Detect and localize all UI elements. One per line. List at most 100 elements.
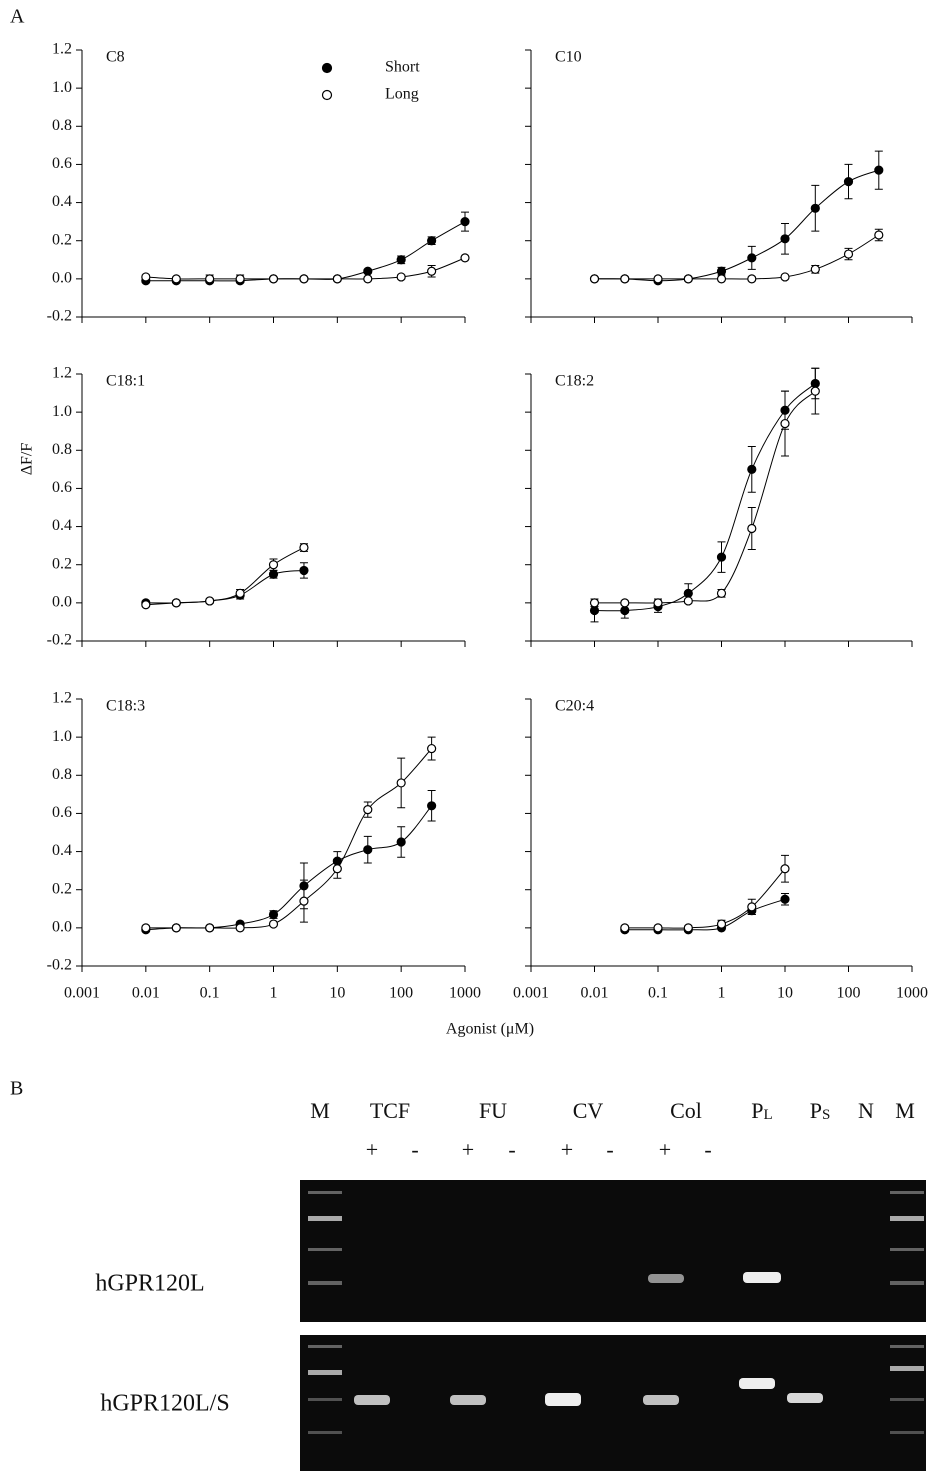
marker — [299, 565, 309, 576]
y-tick-label: -0.2 — [47, 632, 72, 649]
marker — [589, 605, 600, 616]
marker — [620, 605, 630, 616]
marker — [716, 919, 727, 929]
marker — [589, 274, 600, 284]
x-tick-label: 1000 — [449, 985, 481, 1002]
lane-label: FU — [479, 1098, 507, 1123]
marker — [653, 274, 663, 284]
y-tick-label: 1.2 — [52, 365, 72, 382]
marker — [427, 266, 437, 276]
x-tick-label: 0.001 — [513, 985, 549, 1002]
marker — [171, 274, 181, 284]
x-tick-label: 10 — [777, 985, 793, 1002]
y-tick-label: 1.2 — [52, 41, 72, 58]
marker — [683, 596, 693, 606]
panel-title: C18:3 — [106, 698, 145, 715]
marker — [332, 274, 342, 284]
y-tick-label: 0.8 — [52, 766, 72, 783]
curve — [145, 547, 305, 606]
marker — [235, 274, 245, 284]
marker — [683, 274, 693, 284]
y-tick-label: 0.4 — [52, 842, 72, 859]
lane-name: Col — [670, 1098, 702, 1123]
curve — [145, 221, 466, 282]
y-axis-label: ΔF/F — [19, 443, 36, 476]
x-tick-label: 0.1 — [200, 985, 220, 1002]
marker — [460, 253, 470, 263]
marker — [843, 176, 854, 187]
marker — [396, 272, 406, 282]
marker — [620, 274, 630, 284]
x-tick-label: 1 — [718, 985, 726, 1002]
y-tick-label: 0.2 — [52, 880, 72, 897]
marker — [396, 837, 406, 847]
marker — [620, 598, 630, 608]
marker — [427, 743, 437, 754]
marker — [810, 203, 820, 213]
marker — [716, 552, 727, 562]
lane-label: M — [895, 1098, 915, 1123]
marker — [396, 255, 406, 265]
panel-title: C18:1 — [106, 373, 145, 390]
y-tick-label: 0.6 — [52, 155, 72, 172]
y-tick-label: 0.6 — [52, 479, 72, 496]
marker — [363, 845, 373, 855]
lane-label: TCF — [370, 1098, 410, 1123]
curve — [594, 383, 816, 612]
lane-name: P — [751, 1098, 763, 1123]
marker — [620, 923, 630, 933]
marker — [205, 923, 215, 933]
marker — [363, 805, 373, 815]
legend-marker — [321, 62, 333, 74]
marker — [268, 909, 279, 920]
panel-title: C18:2 — [555, 373, 594, 390]
panel-title: C10 — [555, 49, 582, 66]
lane-name: P — [810, 1098, 822, 1123]
sign: + — [366, 1137, 378, 1162]
marker — [874, 230, 884, 240]
lane-name: N — [858, 1098, 874, 1123]
gel-bottom — [300, 1335, 926, 1471]
marker — [653, 923, 663, 933]
curve — [594, 390, 816, 604]
marker — [268, 919, 279, 929]
x-tick-label: 100 — [837, 985, 861, 1002]
y-tick-label: 1.0 — [52, 403, 72, 420]
marker — [747, 274, 757, 284]
sign: - — [411, 1137, 418, 1162]
marker — [747, 464, 757, 474]
marker — [363, 266, 373, 276]
marker — [716, 588, 727, 598]
y-tick-label: 0.0 — [52, 594, 72, 611]
x-tick-label: 0.1 — [648, 985, 668, 1002]
marker — [780, 418, 790, 429]
sign: + — [462, 1137, 474, 1162]
bands — [354, 1272, 823, 1406]
gel-image — [300, 1180, 926, 1471]
curve — [624, 898, 786, 931]
marker — [427, 801, 437, 811]
marker — [268, 274, 279, 284]
marker — [205, 596, 215, 606]
marker — [683, 923, 693, 933]
marker — [299, 274, 309, 284]
lane-label: Col — [670, 1098, 702, 1123]
curve — [145, 569, 305, 604]
marker — [780, 894, 790, 904]
marker — [589, 598, 600, 608]
curve — [594, 234, 880, 280]
marker — [810, 264, 820, 274]
y-tick-label: 0.0 — [52, 919, 72, 936]
marker — [235, 588, 245, 598]
lane-label: PL — [751, 1098, 772, 1123]
marker — [299, 542, 309, 553]
sign: - — [606, 1137, 613, 1162]
y-tick-label: 0.2 — [52, 555, 72, 572]
y-tick-label: 0.4 — [52, 517, 72, 534]
sign: + — [561, 1137, 573, 1162]
marker — [141, 272, 151, 282]
legend-label: Long — [385, 86, 419, 103]
lane-subscript: L — [764, 1107, 773, 1123]
marker — [363, 274, 373, 284]
